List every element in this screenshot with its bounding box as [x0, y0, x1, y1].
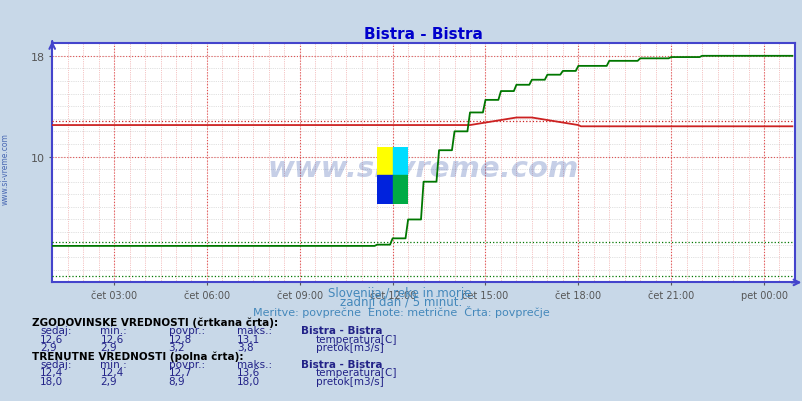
Text: Bistra - Bistra: Bistra - Bistra	[301, 359, 382, 369]
Text: 3,8: 3,8	[237, 342, 253, 352]
Text: min.:: min.:	[100, 326, 127, 336]
Text: Bistra - Bistra: Bistra - Bistra	[301, 326, 382, 336]
Text: 12,4: 12,4	[100, 367, 124, 377]
Text: 8,9: 8,9	[168, 376, 185, 386]
Text: ZGODOVINSKE VREDNOSTI (črtkana črta):: ZGODOVINSKE VREDNOSTI (črtkana črta):	[32, 317, 278, 328]
Text: 2,9: 2,9	[100, 376, 117, 386]
Text: 13,6: 13,6	[237, 367, 260, 377]
Text: pretok[m3/s]: pretok[m3/s]	[315, 376, 383, 386]
Text: 18,0: 18,0	[237, 376, 260, 386]
Text: www.si-vreme.com: www.si-vreme.com	[268, 154, 578, 182]
Bar	[377, 176, 392, 204]
Text: 3,2: 3,2	[168, 342, 185, 352]
Text: sedaj:: sedaj:	[40, 326, 71, 336]
Bar	[377, 148, 392, 176]
Text: povpr.:: povpr.:	[168, 326, 205, 336]
Text: min.:: min.:	[100, 359, 127, 369]
Bar	[392, 176, 407, 204]
Text: zadnji dan / 5 minut.: zadnji dan / 5 minut.	[340, 296, 462, 308]
Text: 18,0: 18,0	[40, 376, 63, 386]
Text: TRENUTNE VREDNOSTI (polna črta):: TRENUTNE VREDNOSTI (polna črta):	[32, 351, 243, 361]
Text: sedaj:: sedaj:	[40, 359, 71, 369]
Bar	[392, 148, 407, 176]
Text: 12,7: 12,7	[168, 367, 192, 377]
Text: Meritve: povprečne  Enote: metrične  Črta: povprečje: Meritve: povprečne Enote: metrične Črta:…	[253, 306, 549, 318]
Text: maks.:: maks.:	[237, 326, 272, 336]
Title: Bistra - Bistra: Bistra - Bistra	[363, 26, 483, 42]
Text: 12,6: 12,6	[40, 334, 63, 344]
Text: 13,1: 13,1	[237, 334, 260, 344]
Text: 2,9: 2,9	[100, 342, 117, 352]
Text: povpr.:: povpr.:	[168, 359, 205, 369]
Text: pretok[m3/s]: pretok[m3/s]	[315, 342, 383, 352]
Text: 12,8: 12,8	[168, 334, 192, 344]
Text: Slovenija / reke in morje.: Slovenija / reke in morje.	[327, 286, 475, 299]
Text: temperatura[C]: temperatura[C]	[315, 334, 396, 344]
Text: 12,4: 12,4	[40, 367, 63, 377]
Text: temperatura[C]: temperatura[C]	[315, 367, 396, 377]
Text: 12,6: 12,6	[100, 334, 124, 344]
Text: 2,9: 2,9	[40, 342, 57, 352]
Text: maks.:: maks.:	[237, 359, 272, 369]
Text: www.si-vreme.com: www.si-vreme.com	[1, 133, 10, 204]
